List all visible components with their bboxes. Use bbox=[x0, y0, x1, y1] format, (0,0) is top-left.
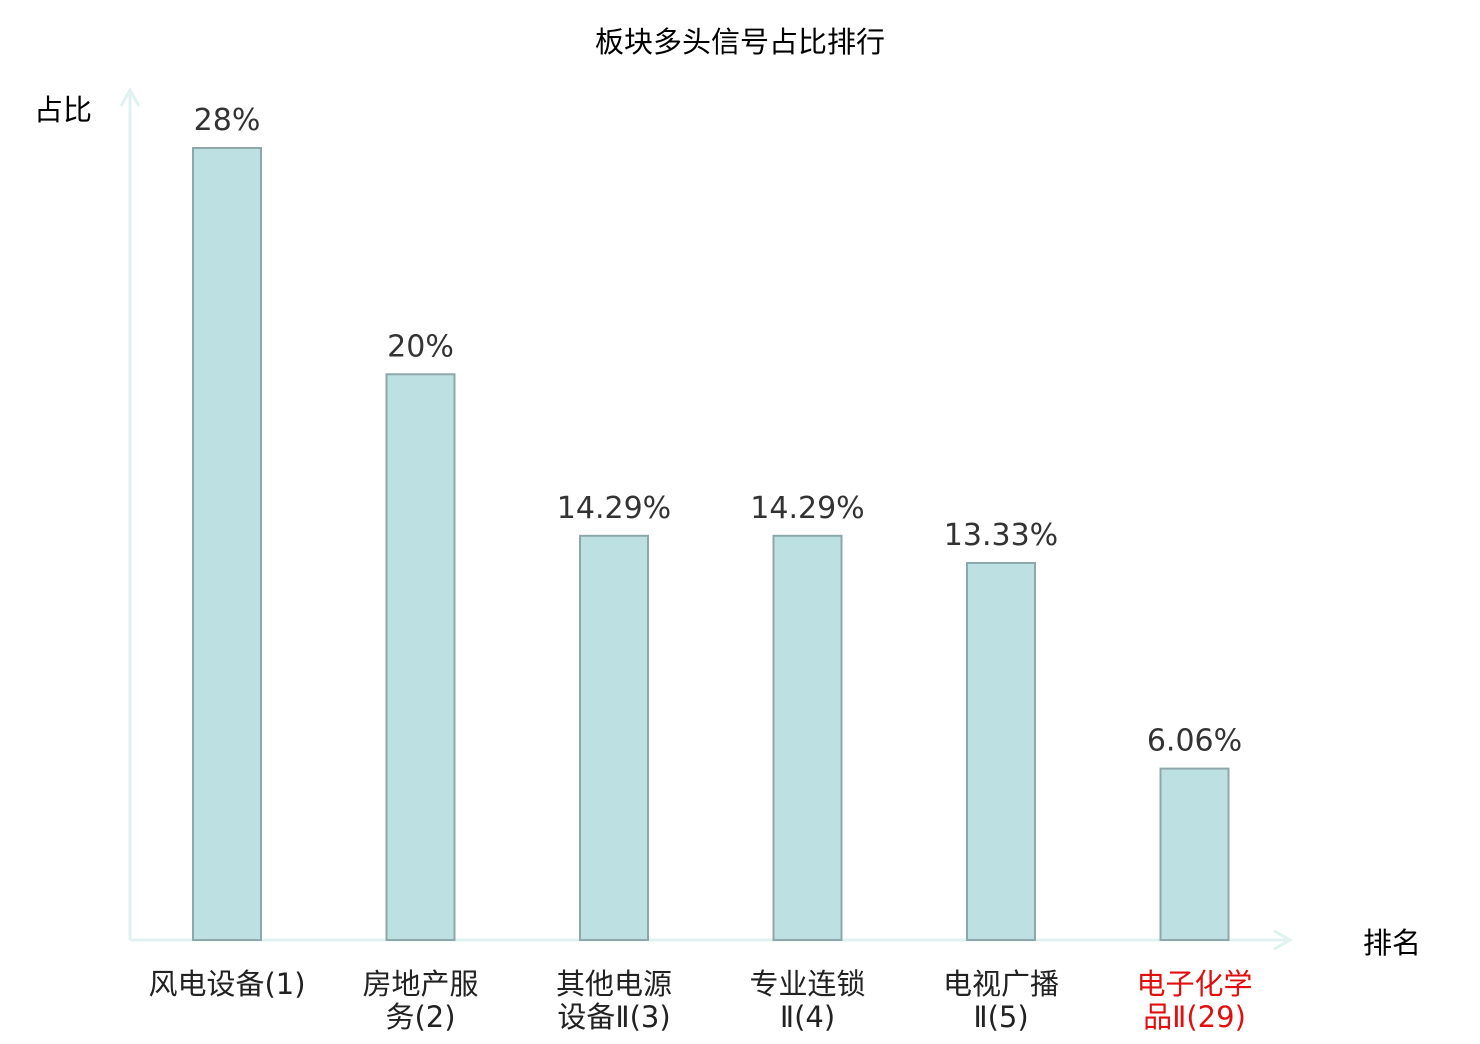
chart-title: 板块多头信号占比排行 bbox=[595, 25, 885, 59]
value-labels: 28% 20% 14.29% 14.29% 13.33% 6.06% bbox=[194, 103, 1243, 759]
value-label: 14.29% bbox=[750, 491, 864, 526]
category-tick-label: 电子化学品Ⅱ(29) bbox=[1136, 967, 1252, 1034]
value-label: 20% bbox=[387, 329, 454, 364]
category-tick-label: 房地产服务(2) bbox=[362, 967, 478, 1034]
value-label: 13.33% bbox=[944, 518, 1058, 553]
bar bbox=[966, 561, 1036, 941]
bar bbox=[1159, 767, 1230, 941]
value-label: 28% bbox=[194, 103, 261, 138]
category-tick-label: 专业连锁 Ⅱ(4) bbox=[749, 967, 865, 1034]
bar bbox=[385, 373, 456, 941]
bar bbox=[192, 147, 262, 941]
value-label: 14.29% bbox=[557, 491, 671, 526]
axes bbox=[119, 86, 1294, 951]
bar bbox=[772, 534, 843, 941]
x-axis-arrow bbox=[1273, 929, 1294, 951]
bar bbox=[579, 534, 649, 941]
bars bbox=[192, 147, 1230, 941]
value-label: 6.06% bbox=[1147, 724, 1242, 759]
category-tick-label: 风电设备(1) bbox=[148, 967, 305, 1001]
x-axis-label: 排名 bbox=[1363, 926, 1421, 960]
category-tick-label: 电视广播 Ⅱ(5) bbox=[943, 967, 1059, 1034]
y-axis-label: 占比 bbox=[34, 93, 92, 127]
category-labels: 风电设备(1) 房地产服务(2) 其他电源设备Ⅱ(3) 专业连锁 Ⅱ(4) 电视广播 Ⅱ(5… bbox=[148, 967, 1252, 1034]
y-axis-arrow bbox=[119, 86, 141, 107]
category-tick-label: 其他电源设备Ⅱ(3) bbox=[556, 967, 672, 1034]
